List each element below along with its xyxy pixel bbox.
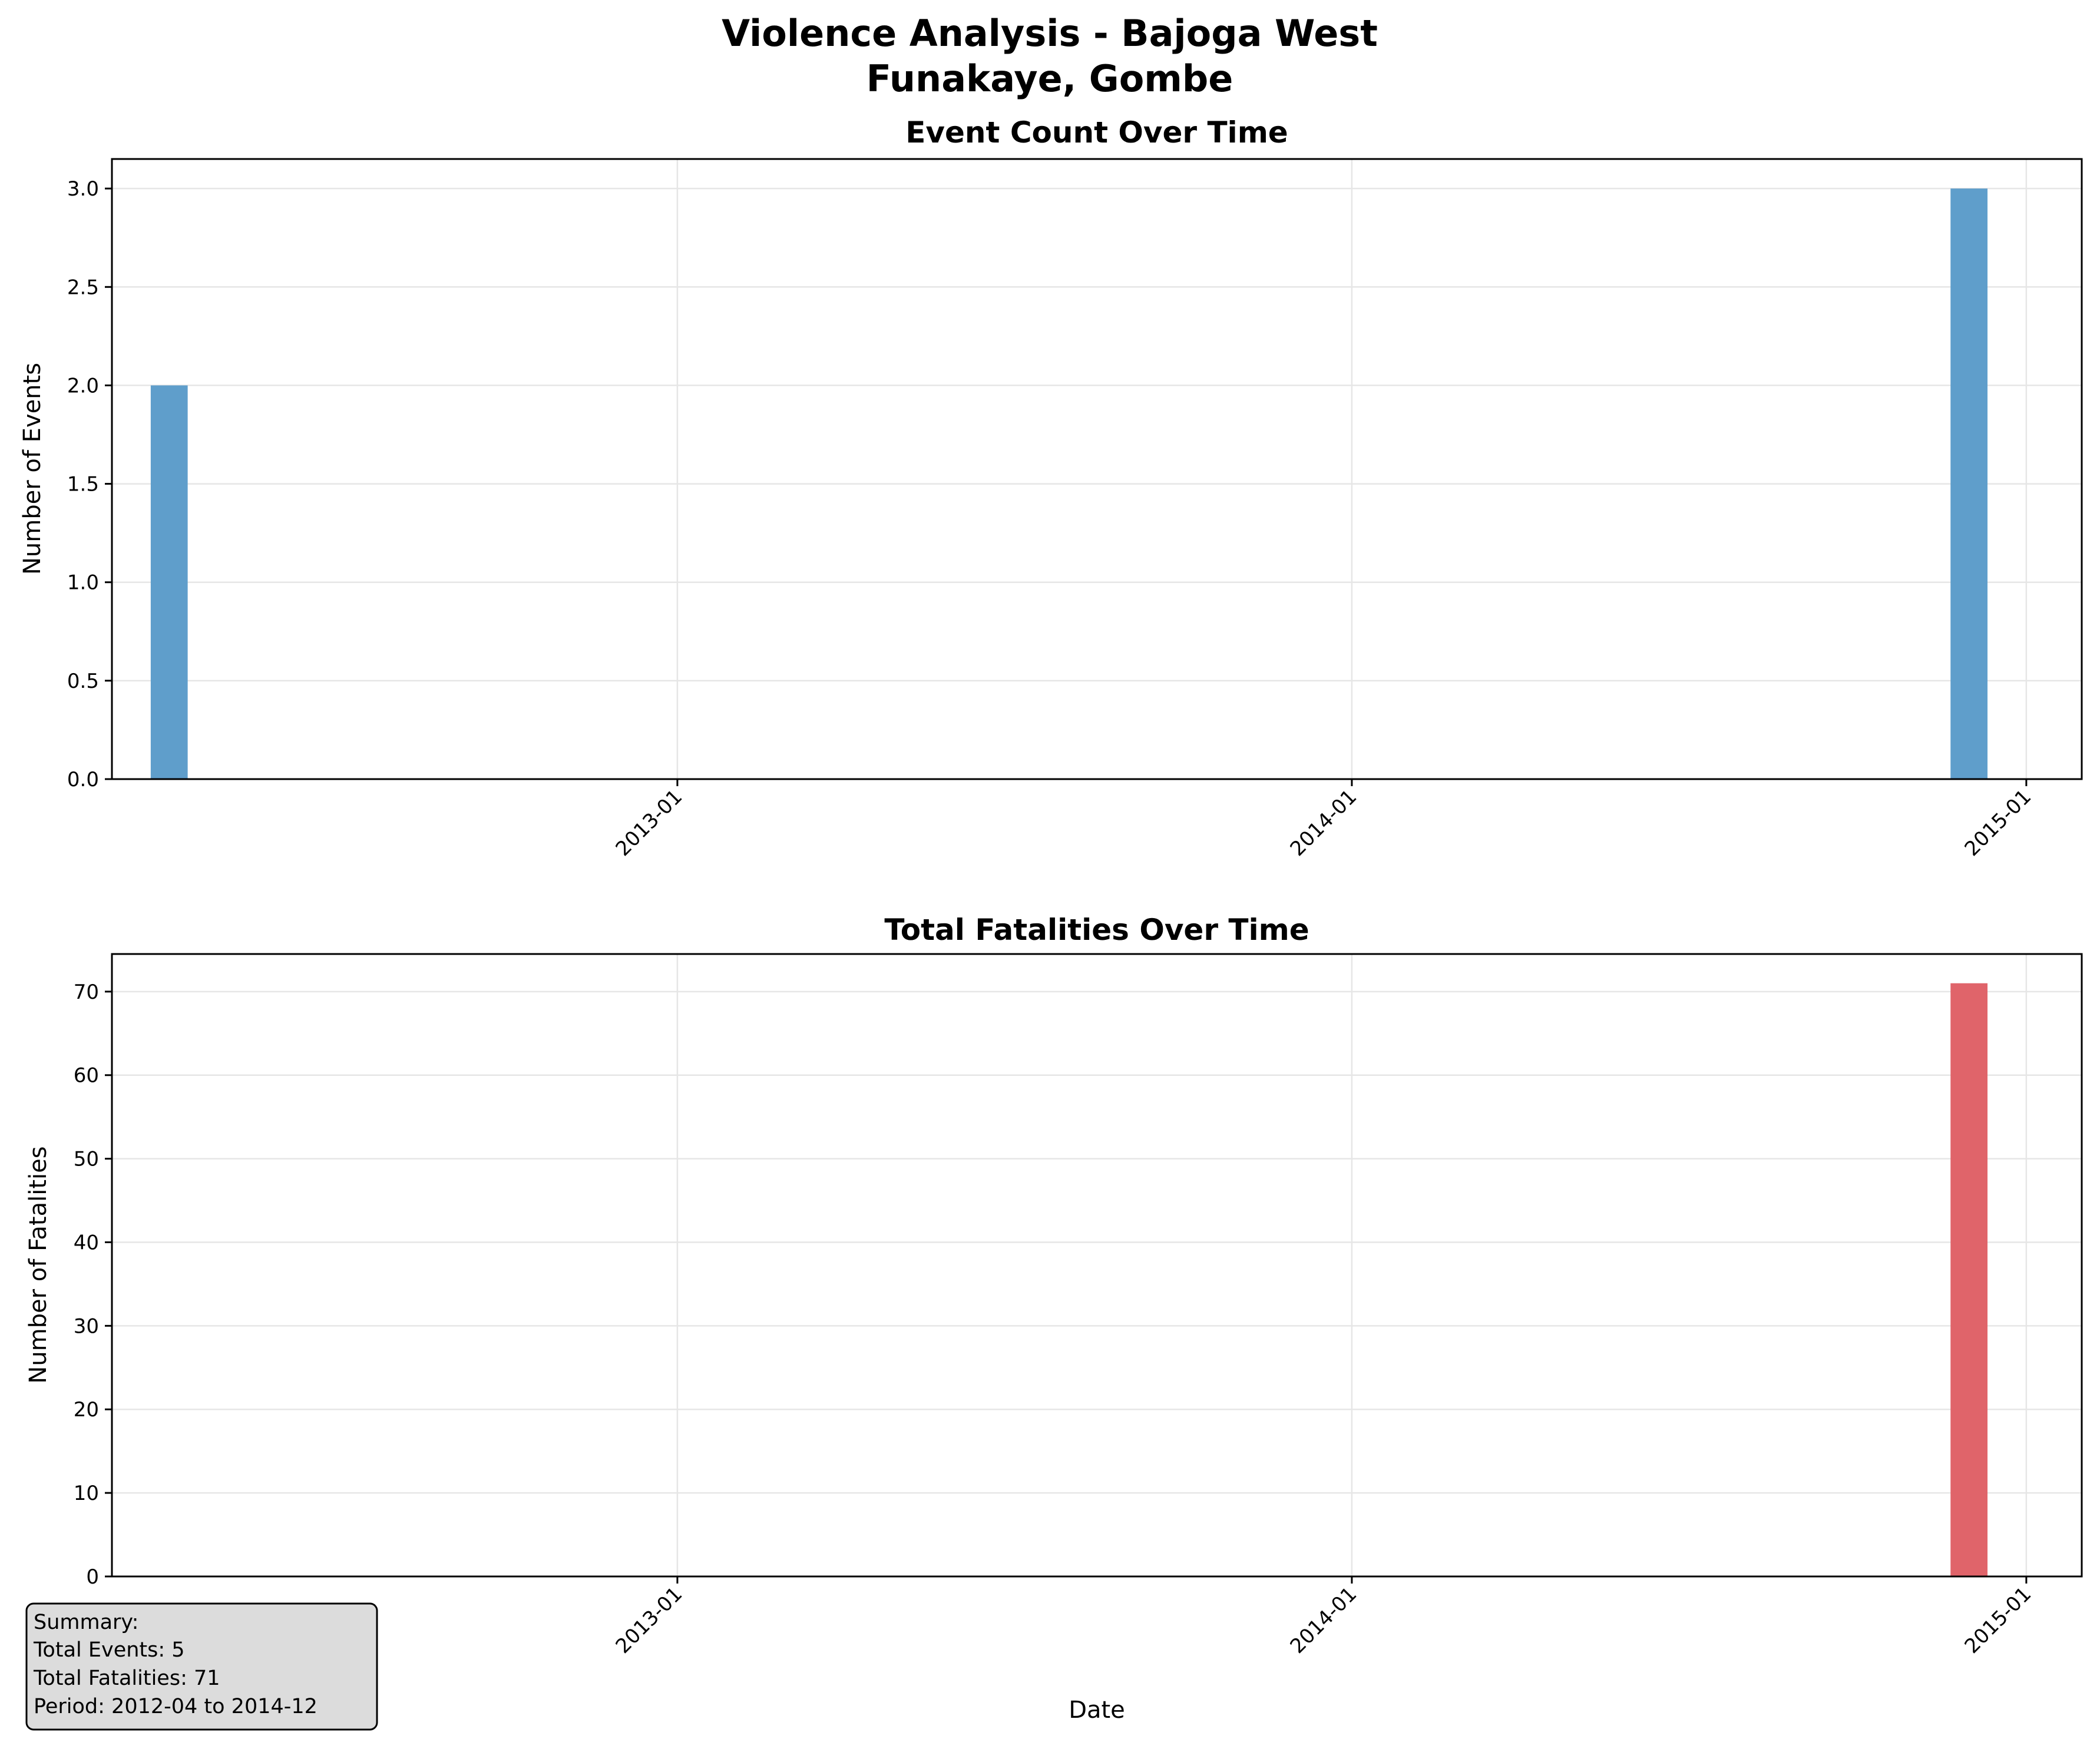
events-chart: Event Count Over Time 0.0 0.5 1.0 1.5 2.0 2.5… [19,115,2083,861]
events-xtick-label: 2013-01 [611,785,687,861]
events-chart-title: Event Count Over Time [905,115,1288,150]
events-ytick-label: 3.0 [67,177,99,201]
summary-background [25,1602,378,1731]
events-ytick-label: 1.0 [67,571,99,595]
fatalities-chart-title: Total Fatalities Over Time [884,913,1309,947]
fatalities-ytick-label: 40 [74,1231,99,1254]
events-ytick-label: 1.5 [67,473,99,496]
fatalities-ytick-label: 60 [74,1064,99,1088]
summary-period: Period: 2012-04 to 2014-12 [34,1695,318,1718]
events-bar-2014-12 [1950,188,1988,780]
fatalities-xtick-label: 2015-01 [1960,1582,2036,1658]
fatalities-xtick-label: 2014-01 [1286,1582,1362,1658]
summary-total-fatalities: Total Fatalities: 71 [33,1667,220,1690]
fatalities-grid [112,954,2082,1578]
summary-box: Summary: Total Events: 5 Total Fatalitie… [25,1602,378,1731]
figure-title-line2: Funakaye, Gombe [867,57,1233,100]
fatalities-axes-frame [111,953,2083,1578]
fatalities-ytick-label: 30 [74,1314,99,1338]
summary-total-events: Total Events: 5 [33,1638,185,1662]
events-ytick-label: 0.5 [67,670,99,693]
figure-title-line1: Violence Analysis - Bajoga West [722,12,1378,55]
summary-heading: Summary: [34,1611,138,1634]
fatalities-bars [1950,983,1988,1576]
events-ticks: 0.0 0.5 1.0 1.5 2.0 2.5 3.0 2013-01 2014-01 2015-… [67,177,2036,861]
fatalities-ytick-label: 10 [74,1482,99,1505]
fatalities-chart: Total Fatalities Over Time 0 10 20 30 40 50 60… [25,913,2083,1724]
fatalities-ticks: 0 10 20 30 40 50 60 70 2013-01 2014-01 2015-01 [74,981,2036,1658]
events-bars [150,188,1988,780]
events-axes-frame [111,158,2083,780]
fatalities-ytick-label: 50 [74,1148,99,1171]
events-grid [112,159,2082,780]
fatalities-ytick-label: 70 [74,981,99,1004]
fatalities-xtick-label: 2013-01 [611,1582,687,1658]
fatalities-ytick-label: 0 [86,1565,99,1589]
events-xtick-label: 2015-01 [1960,785,2036,861]
events-ytick-label: 0.0 [67,768,99,791]
events-ytick-label: 2.0 [67,374,99,398]
events-ylabel: Number of Events [19,363,46,575]
events-xtick-label: 2014-01 [1286,785,1362,861]
events-bar-2012-04 [150,385,188,779]
events-ytick-label: 2.5 [67,276,99,299]
fatalities-xlabel: Date [1069,1697,1125,1724]
fatalities-bar-2014-12 [1950,983,1988,1576]
fatalities-ylabel: Number of Fatalities [25,1146,52,1383]
fatalities-ytick-label: 20 [74,1398,99,1422]
